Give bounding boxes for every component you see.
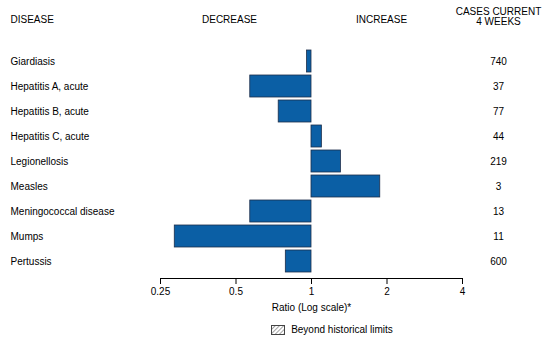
svg-text:DECREASE: DECREASE	[202, 14, 257, 25]
svg-text:Measles: Measles	[11, 181, 48, 192]
svg-text:Hepatitis C, acute: Hepatitis C, acute	[11, 131, 90, 142]
svg-text:DISEASE: DISEASE	[11, 14, 55, 25]
svg-text:0.25: 0.25	[151, 286, 171, 297]
svg-text:CASES CURRENT4 WEEKS: CASES CURRENT4 WEEKS	[456, 6, 542, 27]
svg-text:2: 2	[384, 286, 390, 297]
svg-text:Legionellosis: Legionellosis	[11, 156, 69, 167]
svg-text:Ratio (Log scale)*: Ratio (Log scale)*	[272, 302, 352, 313]
svg-text:77: 77	[493, 106, 505, 117]
svg-text:600: 600	[490, 256, 507, 267]
svg-text:0.5: 0.5	[229, 286, 243, 297]
svg-text:Hepatitis B, acute: Hepatitis B, acute	[11, 106, 90, 117]
svg-text:Meningococcal disease: Meningococcal disease	[11, 206, 115, 217]
svg-text:Giardiasis: Giardiasis	[11, 56, 55, 67]
svg-text:INCREASE: INCREASE	[356, 14, 407, 25]
svg-text:219: 219	[490, 156, 507, 167]
svg-text:740: 740	[490, 56, 507, 67]
svg-text:Hepatitis A, acute: Hepatitis A, acute	[11, 81, 89, 92]
html-text:Beyond historical limits: Beyond historical limits	[291, 324, 393, 335]
svg-text:44: 44	[493, 131, 505, 142]
svg-text:1: 1	[309, 286, 315, 297]
svg-text:13: 13	[493, 206, 505, 217]
svg-text:4: 4	[460, 286, 466, 297]
svg-text:Pertussis: Pertussis	[11, 256, 52, 267]
svg-text:3: 3	[496, 181, 502, 192]
svg-text:11: 11	[493, 231, 504, 242]
svg-text:Mumps: Mumps	[11, 231, 44, 242]
svg-text:37: 37	[493, 81, 505, 92]
